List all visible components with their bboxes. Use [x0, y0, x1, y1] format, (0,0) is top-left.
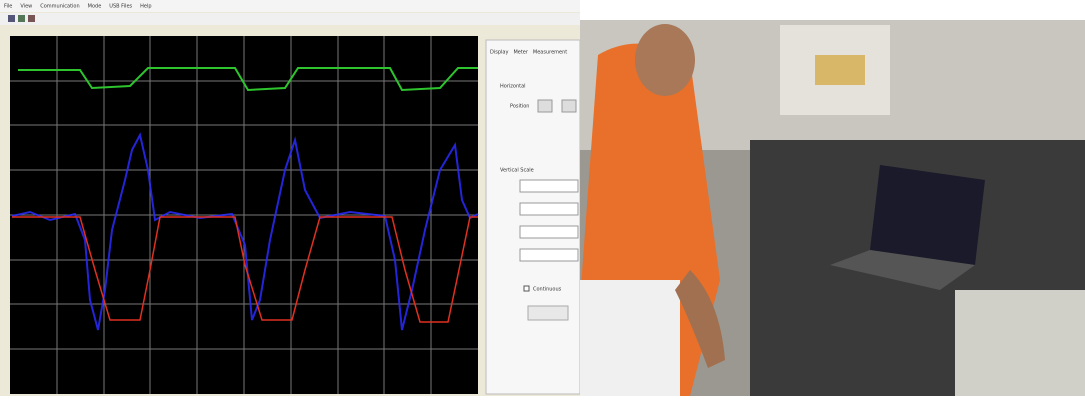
tool-icon[interactable]	[18, 15, 25, 22]
checkbox-label: Continuous	[533, 287, 562, 293]
menu-item[interactable]: USB Files	[109, 4, 132, 10]
menu-item[interactable]: View	[20, 4, 32, 10]
menu-item[interactable]: Help	[140, 4, 151, 10]
tool-icon[interactable]	[28, 15, 35, 22]
scale-field[interactable]	[520, 249, 578, 261]
photo-sign	[815, 55, 865, 85]
toolbar	[0, 13, 580, 25]
right-button[interactable]	[562, 100, 576, 112]
field-label: Position	[510, 104, 529, 110]
page: File View Communication Mode USB Files Help D…	[0, 0, 1085, 396]
section-label: Horizontal	[500, 84, 526, 90]
tool-icon[interactable]	[8, 15, 15, 22]
scale-field[interactable]	[520, 203, 578, 215]
tab[interactable]: Display	[490, 50, 508, 56]
menu-item[interactable]: Mode	[88, 4, 102, 10]
button[interactable]	[528, 306, 568, 320]
menu-item[interactable]: Communication	[40, 4, 79, 10]
left-button[interactable]	[538, 100, 552, 112]
photo-laptop-screen	[870, 165, 985, 265]
section-label: Vertical Scale	[500, 168, 534, 174]
tab[interactable]: Meter	[513, 50, 528, 56]
scale-field[interactable]	[520, 226, 578, 238]
settings-panel	[486, 40, 580, 394]
photo-panel	[955, 290, 1085, 396]
photo-head	[635, 24, 695, 96]
photo-fabric	[580, 280, 680, 396]
tab[interactable]: Measurement	[533, 50, 567, 56]
checkbox[interactable]	[524, 286, 529, 291]
composite: File View Communication Mode USB Files Help D…	[0, 0, 1085, 396]
menu: File View Communication Mode USB Files Help	[4, 4, 152, 10]
menu-item[interactable]: File	[4, 4, 12, 10]
scale-field[interactable]	[520, 180, 578, 192]
